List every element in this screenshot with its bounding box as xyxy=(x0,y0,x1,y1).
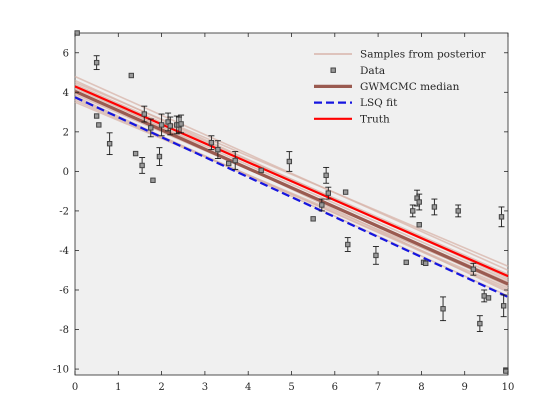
data-point xyxy=(470,266,477,272)
posterior-sample-line xyxy=(74,101,509,285)
data-point xyxy=(93,59,100,66)
data-point xyxy=(440,306,446,312)
x-tick-label: 5 xyxy=(288,382,294,393)
data-point xyxy=(310,216,316,222)
y-tick-label: -2 xyxy=(59,206,69,217)
axis-ticks-group: 0 1 2 3 4 5 6 7 8 9 10 6 4 2 0 -2 -4 -6 -8 -10 xyxy=(53,33,514,393)
data-point xyxy=(481,293,487,299)
data-point xyxy=(258,167,264,174)
data-point xyxy=(485,295,492,301)
x-tick-label: 2 xyxy=(158,382,164,393)
data-point xyxy=(141,111,147,117)
y-tick-label: 6 xyxy=(63,48,69,59)
data-point xyxy=(500,303,507,309)
data-point xyxy=(498,214,505,220)
data-point xyxy=(132,150,139,157)
data-point xyxy=(477,320,483,327)
data-point xyxy=(323,172,329,179)
data-point xyxy=(403,259,409,266)
data-point xyxy=(167,123,173,129)
data-point xyxy=(416,199,422,205)
data-point xyxy=(455,208,461,214)
data-point xyxy=(342,189,349,195)
data-point xyxy=(373,252,379,259)
data-point xyxy=(96,122,102,128)
data-point xyxy=(128,72,134,79)
x-tick-label: 7 xyxy=(375,382,381,393)
x-tick-label: 3 xyxy=(202,382,208,393)
data-point xyxy=(178,121,184,127)
data-point xyxy=(410,208,416,214)
data-point xyxy=(423,260,429,267)
data-point xyxy=(150,177,156,183)
data-point xyxy=(93,113,100,119)
data-point xyxy=(503,368,509,374)
y-tick-label: 4 xyxy=(63,88,69,99)
data-point xyxy=(74,30,80,36)
x-tick-label: 4 xyxy=(245,382,251,393)
data-point xyxy=(156,153,163,160)
y-tick-label: 0 xyxy=(63,167,69,178)
gwmcmc-median-line xyxy=(74,89,509,286)
fit-lines-group xyxy=(74,85,509,298)
data-point xyxy=(148,125,154,131)
data-point xyxy=(431,204,438,210)
data-point xyxy=(286,158,293,165)
data-point xyxy=(106,141,113,147)
truth-line xyxy=(74,85,509,278)
data-point xyxy=(416,222,422,228)
data-points-group xyxy=(74,30,509,374)
x-tick-label: 6 xyxy=(332,382,338,393)
x-tick-label: 8 xyxy=(418,382,424,393)
y-tick-label: -4 xyxy=(59,246,69,257)
legend-label-data: Data xyxy=(360,65,385,77)
data-point xyxy=(319,202,325,208)
data-point xyxy=(215,146,221,153)
data-point xyxy=(139,162,145,169)
data-point xyxy=(345,241,351,248)
data-point xyxy=(158,122,165,128)
legend: Samples from posterior Data GWMCMC median L… xyxy=(308,42,504,128)
posterior-sample-line xyxy=(74,75,509,271)
data-point xyxy=(208,140,215,146)
y-tick-label: -6 xyxy=(59,285,69,296)
legend-label-gwmcmc-median: GWMCMC median xyxy=(360,81,460,93)
y-tick-label: 2 xyxy=(63,127,69,138)
y-tick-label: -8 xyxy=(59,325,69,336)
lsq-fit-line xyxy=(74,96,509,298)
legend-label-samples-from-posterior: Samples from posterior xyxy=(360,49,487,61)
legend-label-lsq-fit: LSQ fit xyxy=(360,97,398,109)
legend-label-truth: Truth xyxy=(360,113,390,125)
legend-marker-data xyxy=(330,67,336,73)
x-tick-label: 10 xyxy=(502,382,515,393)
data-point xyxy=(232,157,238,164)
x-tick-label: 0 xyxy=(72,382,78,393)
y-tick-label: -10 xyxy=(53,365,69,376)
x-tick-label: 9 xyxy=(462,382,468,393)
x-tick-label: 1 xyxy=(115,382,121,393)
data-point xyxy=(325,190,332,196)
data-point xyxy=(226,160,232,167)
